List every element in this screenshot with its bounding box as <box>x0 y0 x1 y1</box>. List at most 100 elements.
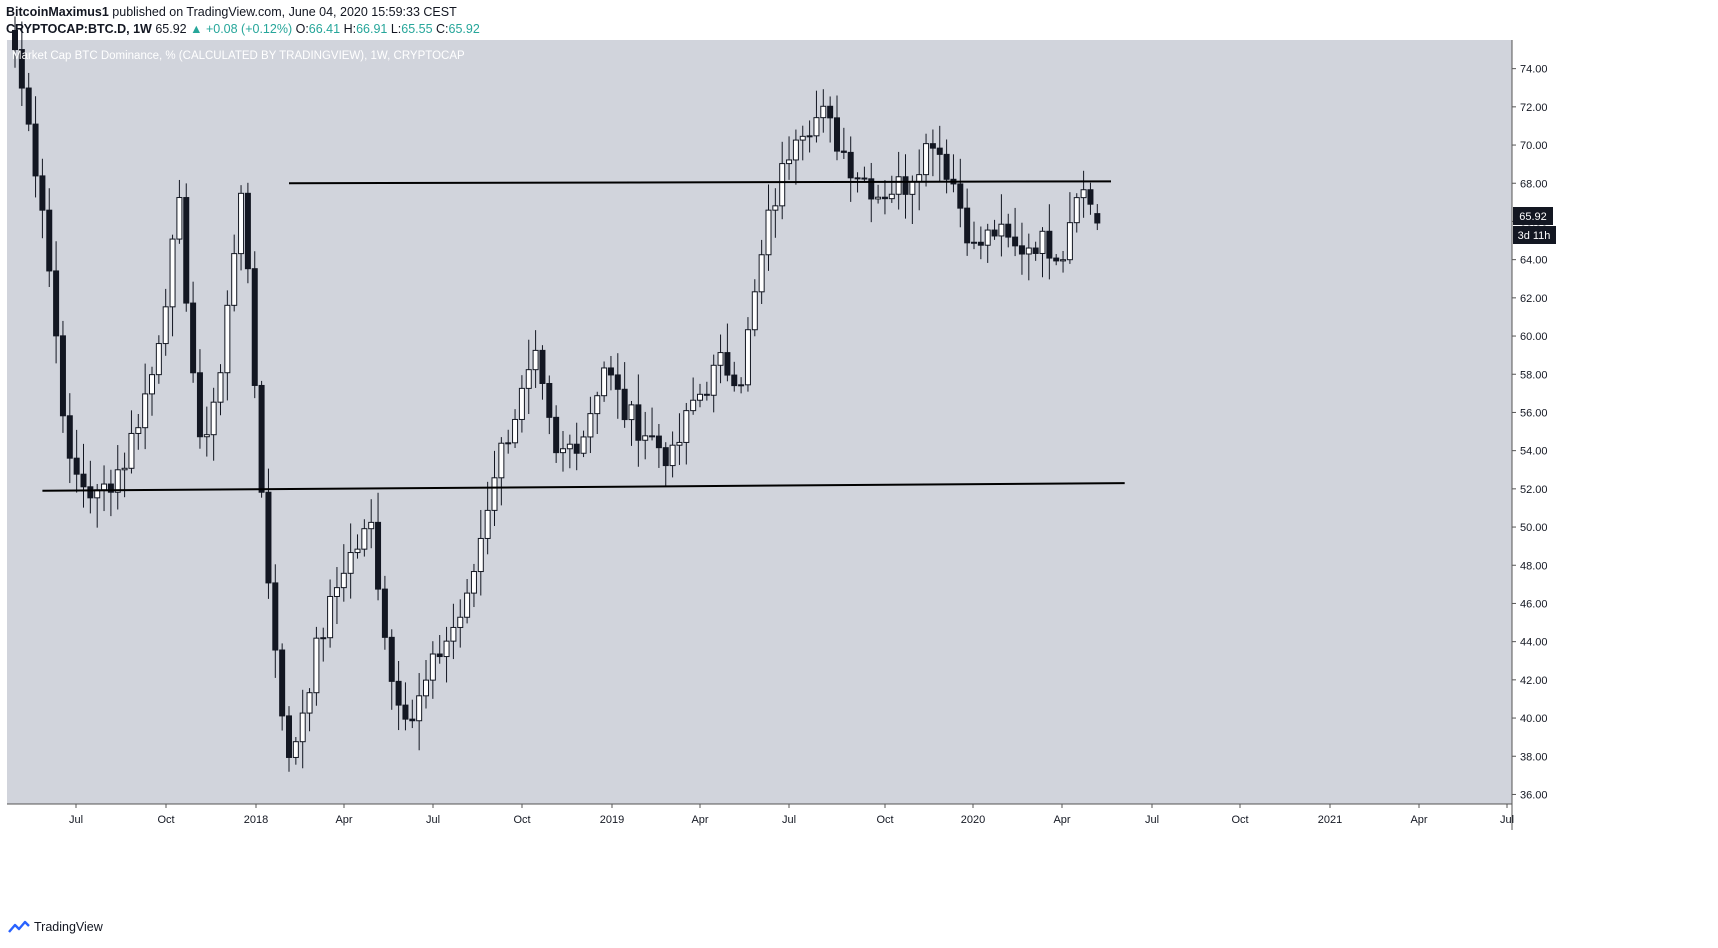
candle-body <box>854 177 861 180</box>
candle-body <box>840 150 847 153</box>
y-tick-label: 46.00 <box>1520 598 1548 610</box>
candle-body <box>306 692 313 714</box>
candle-body <box>834 117 840 152</box>
candle-body <box>1012 236 1019 247</box>
candle-body <box>73 457 80 475</box>
candle-body <box>1066 222 1073 261</box>
candle-body <box>744 329 751 386</box>
y-tick-label: 42.00 <box>1520 675 1548 687</box>
candle-body <box>1005 223 1012 238</box>
candle-body <box>697 393 703 401</box>
y-tick-label: 60.00 <box>1520 331 1548 343</box>
candle-body <box>464 592 471 618</box>
chart[interactable]: Market Cap BTC Dominance, % (CALCULATED … <box>0 0 1718 910</box>
candle-body <box>470 571 477 594</box>
candle-body <box>498 442 505 479</box>
candle-body <box>779 163 786 207</box>
candle-body <box>162 306 169 345</box>
candle-body <box>107 483 114 493</box>
candle-body <box>902 176 909 195</box>
candle-body <box>518 387 525 420</box>
candle-body <box>868 178 875 200</box>
candle-body <box>46 209 53 272</box>
candle-body <box>347 552 354 574</box>
candle-body <box>1032 247 1039 254</box>
candle-body <box>827 105 834 119</box>
x-tick-label: 2021 <box>1318 814 1342 826</box>
candle-body <box>566 443 573 450</box>
candle-body <box>87 486 94 499</box>
candle-body <box>717 352 724 366</box>
x-tick-label: Jul <box>69 814 83 826</box>
candle-body <box>354 548 361 554</box>
candle-body <box>813 117 820 137</box>
candle-body <box>320 637 327 640</box>
candle-body <box>662 447 669 467</box>
candle-body <box>1060 259 1067 262</box>
candle-body <box>525 369 532 389</box>
publish-line: BitcoinMaximus1 published on TradingView… <box>6 4 480 21</box>
support-line <box>42 482 1125 492</box>
open-value: 66.41 <box>308 22 341 36</box>
candle-body <box>635 404 642 441</box>
countdown-label: 3d 11h <box>1518 230 1551 242</box>
candle-body <box>690 399 697 412</box>
author-name[interactable]: BitcoinMaximus1 <box>6 5 109 19</box>
candle-body <box>731 374 738 387</box>
candle-body <box>532 349 539 371</box>
candle-body <box>991 229 998 237</box>
y-tick-label: 54.00 <box>1520 446 1548 458</box>
candle-body <box>423 679 429 697</box>
brand-label[interactable]: TradingView <box>34 920 103 934</box>
x-tick-label: Apr <box>1053 814 1070 826</box>
candle-body <box>601 367 608 397</box>
candle-body <box>621 388 628 421</box>
candle-body <box>361 528 368 550</box>
low-label: L: <box>390 22 402 36</box>
candle-body <box>149 374 155 395</box>
x-tick-label: 2020 <box>961 814 985 826</box>
candle-body <box>964 207 971 244</box>
candle-body <box>203 434 210 438</box>
x-tick-label: Oct <box>1231 814 1248 826</box>
y-tick-label: 58.00 <box>1520 369 1548 381</box>
candle-body <box>1039 230 1046 254</box>
candle-body <box>587 413 594 438</box>
candle-body <box>457 616 464 628</box>
candle-body <box>292 741 299 758</box>
candle-body <box>388 636 395 682</box>
candle-body <box>751 291 758 331</box>
candle-body <box>18 49 25 89</box>
candle-body <box>196 372 203 438</box>
price-axis[interactable] <box>1512 40 1568 804</box>
close-value: 65.92 <box>448 22 480 36</box>
candle-body <box>340 572 347 589</box>
candle-body <box>765 209 772 256</box>
candle-body <box>957 183 964 209</box>
candle-body <box>649 435 656 438</box>
candle-body <box>53 270 60 337</box>
candle-body <box>155 343 162 376</box>
symbol-line: CRYPTOCAP:BTC.D, 1W 65.92 ▲ +0.08 (+0.12… <box>6 21 480 38</box>
plot-area[interactable] <box>7 40 1512 804</box>
y-tick-label: 40.00 <box>1520 713 1548 725</box>
candle-body <box>594 395 601 415</box>
candle-body <box>299 712 306 743</box>
candle-body <box>272 582 279 651</box>
high-label: H: <box>343 22 357 36</box>
candle-body <box>539 349 546 384</box>
candle-body <box>279 649 286 717</box>
candle-body <box>429 653 436 681</box>
candles-group <box>12 16 1101 772</box>
candle-body <box>923 143 930 176</box>
candle-body <box>738 384 745 387</box>
candle-body <box>929 143 936 149</box>
candle-body <box>977 241 984 246</box>
price-change: ▲ +0.08 (+0.12%) <box>190 22 293 36</box>
y-tick-label: 72.00 <box>1520 102 1548 114</box>
y-tick-label: 48.00 <box>1520 560 1548 572</box>
tradingview-logo-icon <box>8 920 30 933</box>
candle-body <box>32 123 39 177</box>
x-tick-label: 2019 <box>600 814 624 826</box>
candle-body <box>333 587 340 597</box>
